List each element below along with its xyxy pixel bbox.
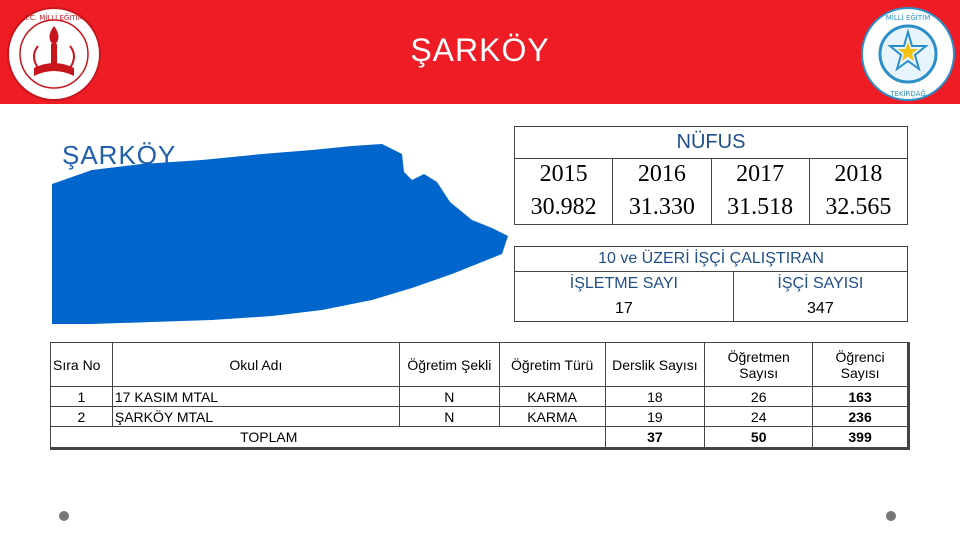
workplace-count-value: 17 <box>514 296 734 322</box>
header-ogrenci-sayisi: Öğrenci Sayısı <box>812 342 910 387</box>
workplace-table: 10 ve ÜZERİ İŞÇİ ÇALIŞTIRAN İŞLETME SAYI… <box>514 246 909 322</box>
cell-okul-adi: 17 KASIM MTAL <box>111 386 400 407</box>
cell-derslik-sayisi: 18 <box>604 386 706 407</box>
cell-sira-no: 2 <box>50 406 113 427</box>
population-value: 32.565 <box>808 190 909 225</box>
table-row: 1 17 KASIM MTAL N KARMA 18 26 163 <box>50 386 910 407</box>
total-derslik: 37 <box>604 426 706 450</box>
total-label: TOPLAM <box>50 426 606 450</box>
header-derslik-sayisi: Derslik Sayısı <box>604 342 706 387</box>
cell-sira-no: 1 <box>50 386 113 407</box>
cell-ogretim-sekli: N <box>398 386 500 407</box>
population-value: 31.330 <box>612 190 712 225</box>
population-year: 2018 <box>808 158 909 191</box>
header-bar: ŞARKÖY T.C. MİLLİ EĞİTİM MİLLİ EĞİTİM TE… <box>0 0 960 104</box>
population-table: NÜFUS 2015 2016 2017 2018 30.982 31.330 … <box>513 126 909 225</box>
cell-ogrenci-sayisi: 163 <box>812 386 910 407</box>
cell-ogretim-sekli: N <box>398 406 500 427</box>
population-title: NÜFUS <box>514 126 908 159</box>
table-row: 2 ŞARKÖY MTAL N KARMA 19 24 236 <box>50 406 910 427</box>
cell-ogretmen-sayisi: 26 <box>704 386 814 407</box>
svg-text:T.C. MİLLİ EĞİTİM: T.C. MİLLİ EĞİTİM <box>23 13 84 22</box>
cell-ogretim-turu: KARMA <box>498 406 606 427</box>
cell-derslik-sayisi: 19 <box>604 406 706 427</box>
population-value: 31.518 <box>710 190 810 225</box>
cell-ogrenci-sayisi: 236 <box>812 406 910 427</box>
worker-count-value: 347 <box>732 296 909 322</box>
header-ogretmen-sayisi: Öğretmen Sayısı <box>704 342 814 387</box>
cell-ogretmen-sayisi: 24 <box>704 406 814 427</box>
schools-table: Sıra No Okul Adı Öğretim Şekli Öğretim T… <box>50 342 910 450</box>
ministry-of-education-logo-icon: T.C. MİLLİ EĞİTİM <box>7 7 101 101</box>
header-okul-adi: Okul Adı <box>111 342 400 387</box>
svg-text:TEKİRDAĞ: TEKİRDAĞ <box>889 89 926 98</box>
workplace-count-label: İŞLETME SAYI <box>514 271 734 297</box>
total-ogrenci: 399 <box>812 426 910 450</box>
cell-okul-adi: ŞARKÖY MTAL <box>111 406 400 427</box>
provincial-education-directorate-logo-icon: MİLLİ EĞİTİM TEKİRDAĞ <box>861 7 955 101</box>
header-ogretim-turu: Öğretim Türü <box>498 342 606 387</box>
map-label: ŞARKÖY <box>62 140 177 170</box>
page-title: ŞARKÖY <box>410 32 550 68</box>
svg-text:MİLLİ EĞİTİM: MİLLİ EĞİTİM <box>886 13 931 22</box>
total-row: TOPLAM 37 50 399 <box>50 426 910 450</box>
population-value: 30.982 <box>513 190 614 225</box>
worker-count-label: İŞÇİ SAYISI <box>732 271 909 297</box>
population-year: 2015 <box>513 158 614 191</box>
cell-ogretim-turu: KARMA <box>498 386 606 407</box>
nav-dot-icon <box>886 511 896 521</box>
header-sira-no: Sıra No <box>50 342 113 387</box>
population-year: 2017 <box>710 158 810 191</box>
population-year: 2016 <box>612 158 712 191</box>
total-ogretmen: 50 <box>704 426 814 450</box>
workplace-title: 10 ve ÜZERİ İŞÇİ ÇALIŞTIRAN <box>514 246 908 272</box>
nav-dot-icon <box>59 511 69 521</box>
header-ogretim-sekli: Öğretim Şekli <box>398 342 500 387</box>
district-map-icon <box>52 144 508 324</box>
